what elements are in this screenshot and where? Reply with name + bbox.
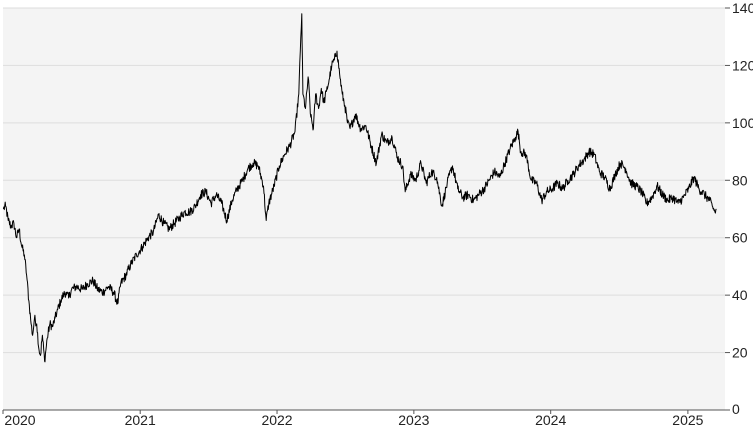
- y-axis: 0 20 40 60 80 100 120 140: [725, 0, 753, 417]
- y-tick-label: 100: [732, 115, 753, 131]
- x-tick-label: 2025: [672, 412, 703, 428]
- x-tick-label: 2022: [261, 412, 292, 428]
- x-tick-label: 2024: [535, 412, 566, 428]
- plot-area: [3, 8, 725, 410]
- y-tick-label: 20: [732, 345, 748, 361]
- x-tick-label: 2023: [398, 412, 429, 428]
- y-tick-label: 60: [732, 230, 748, 246]
- y-tick-label: 80: [732, 172, 748, 188]
- y-tick-label: 120: [732, 57, 753, 73]
- y-tick-label: 140: [732, 0, 753, 16]
- x-tick-label: 2020: [4, 412, 35, 428]
- x-axis: 2020 2021 2022 2023 2024 2025: [2, 410, 704, 428]
- gridlines: [3, 7, 725, 354]
- y-tick-label: 0: [732, 401, 740, 417]
- x-tick-label: 2021: [125, 412, 156, 428]
- y-tick-label: 40: [732, 287, 748, 303]
- price-series-line: [2, 13, 717, 363]
